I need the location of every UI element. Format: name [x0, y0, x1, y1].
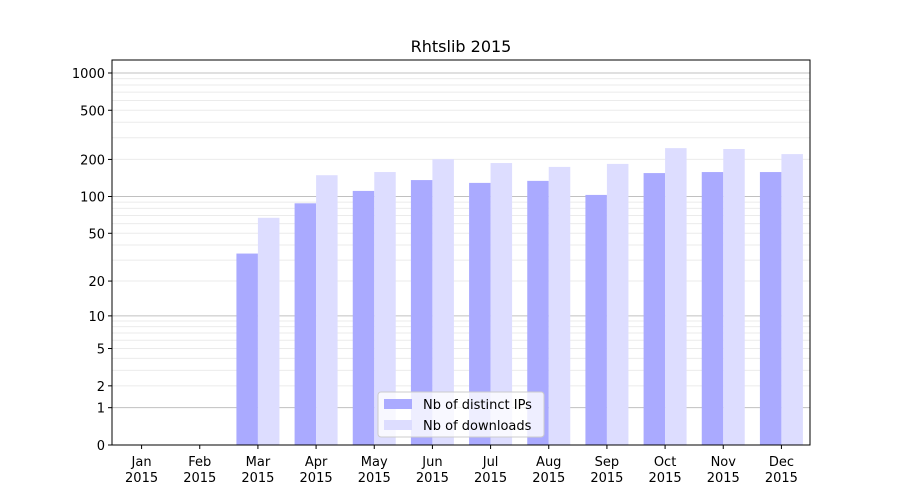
- bar-downloads: [374, 172, 396, 445]
- legend-swatch: [384, 399, 412, 409]
- plot-frame: [111, 59, 811, 446]
- bar-distinct-ips: [527, 180, 549, 445]
- x-tick-label: Sep 2015: [590, 455, 623, 486]
- bar-distinct-ips: [236, 253, 258, 445]
- legend: Nb of distinct IPs Nb of downloads: [377, 391, 545, 438]
- y-tick-label: 2: [97, 380, 105, 395]
- x-tick-label: Dec 2015: [765, 455, 798, 486]
- bar-downloads: [606, 163, 629, 446]
- y-tick-label: 200: [80, 153, 105, 168]
- x-tick-label: Aug 2015: [532, 455, 565, 486]
- x-tick-label: May 2015: [358, 455, 391, 486]
- legend-box: [377, 391, 545, 438]
- bar-downloads: [548, 166, 571, 446]
- y-tick-label: 100: [80, 190, 105, 205]
- bar-downloads: [490, 163, 513, 445]
- y-axis: 0 1 2 5 10 20 50 100 200 500 1000: [72, 67, 112, 454]
- x-tick-label: Jan 2015: [125, 455, 158, 486]
- chart-title: Rhtslib 2015: [411, 37, 512, 56]
- legend-swatch: [384, 420, 412, 430]
- x-tick-label: Jun 2015: [416, 455, 449, 486]
- bar-distinct-ips: [643, 173, 666, 445]
- y-tick-label: 5: [97, 343, 105, 358]
- bar-downloads: [665, 148, 687, 445]
- legend-label: Nb of distinct IPs: [423, 398, 532, 413]
- x-tick-label: Apr 2015: [300, 455, 333, 486]
- y-tick-label: 0: [97, 439, 105, 454]
- bar-distinct-ips: [469, 182, 491, 446]
- y-tick-label: 500: [80, 104, 105, 119]
- legend-label: Nb of downloads: [423, 419, 532, 434]
- y-tick-label: 1000: [72, 67, 105, 82]
- bar-downloads: [723, 148, 745, 446]
- x-tick-label: Mar 2015: [241, 455, 274, 486]
- bar-distinct-ips: [701, 172, 724, 445]
- y-tick-label: 1: [97, 402, 105, 417]
- bar-distinct-ips: [410, 180, 433, 445]
- bar-distinct-ips: [352, 190, 375, 445]
- y-tick-label: 50: [88, 227, 105, 242]
- bar-distinct-ips: [759, 172, 782, 445]
- bar-downloads: [257, 217, 280, 445]
- x-tick-label: Feb 2015: [183, 455, 216, 486]
- x-tick-label: Jul 2015: [474, 455, 507, 486]
- bar-downloads: [432, 159, 454, 445]
- x-axis: Jan 2015 Feb 2015 Mar 2015 Apr 2015 May 2015 Jun 20…: [125, 445, 798, 486]
- bar-downloads: [316, 175, 338, 445]
- y-tick-label: 20: [88, 275, 105, 290]
- y-tick-label: 10: [88, 310, 105, 325]
- x-tick-label: Oct 2015: [649, 455, 682, 486]
- bars: [236, 148, 803, 446]
- bar-downloads: [781, 154, 803, 445]
- x-tick-label: Nov 2015: [707, 455, 740, 486]
- bar-distinct-ips: [585, 194, 607, 445]
- bar-distinct-ips: [294, 203, 317, 445]
